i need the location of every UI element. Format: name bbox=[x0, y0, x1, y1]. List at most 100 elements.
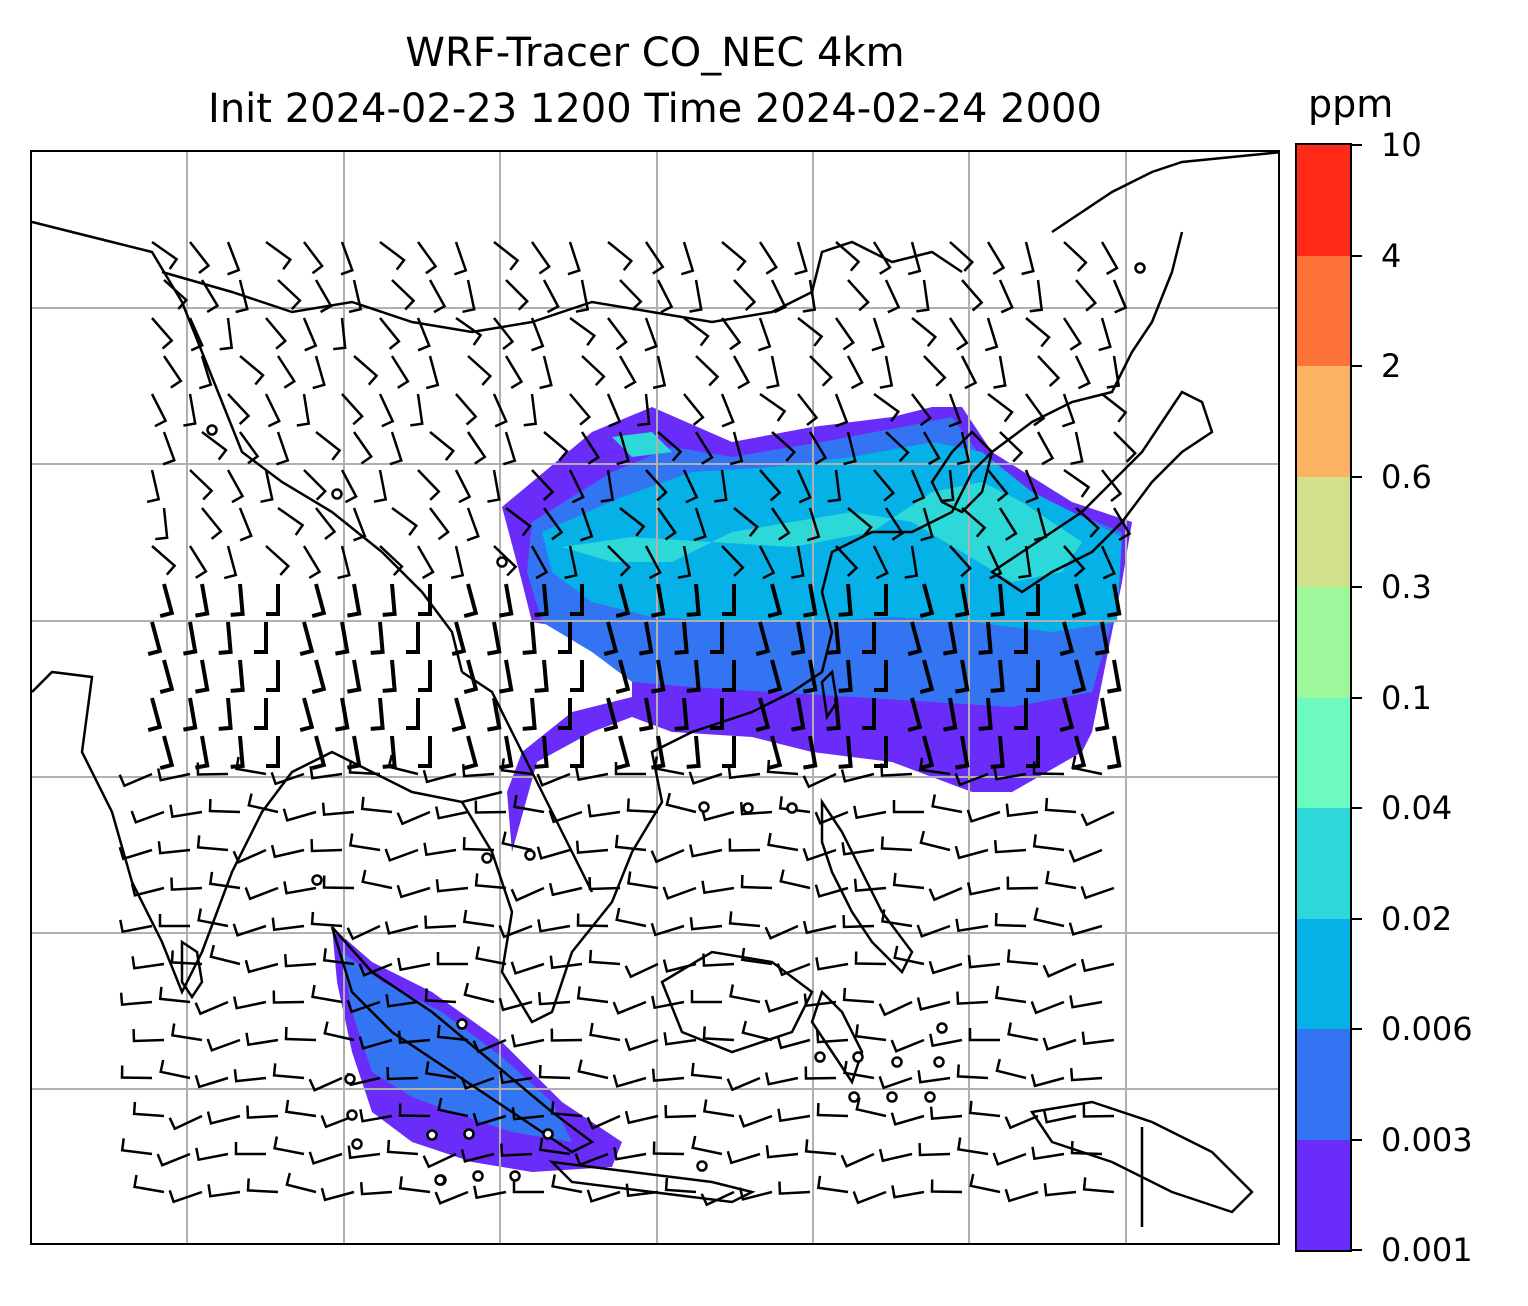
wind-barb bbox=[569, 393, 592, 426]
wind-barb bbox=[733, 507, 760, 537]
wind-barb bbox=[755, 621, 771, 657]
wind-barb bbox=[1113, 431, 1137, 463]
wind-barb bbox=[862, 622, 876, 654]
wind-barb bbox=[1080, 958, 1115, 973]
wind-barb bbox=[230, 583, 245, 617]
wind-barb bbox=[758, 545, 776, 580]
wind-barb bbox=[587, 804, 621, 818]
wind-barb bbox=[1030, 1073, 1065, 1088]
wind-barb bbox=[919, 735, 935, 771]
colorbar-segment bbox=[1297, 144, 1350, 256]
colorbar-tick bbox=[1352, 586, 1362, 588]
wind-barb bbox=[550, 1028, 583, 1042]
wind-barb bbox=[266, 736, 280, 768]
wind-barb bbox=[505, 279, 529, 311]
wind-barb bbox=[767, 832, 799, 852]
wind-barb bbox=[385, 994, 419, 1008]
wind-barb bbox=[370, 621, 385, 655]
wind-barb bbox=[358, 1036, 393, 1050]
wind-barb bbox=[492, 393, 508, 428]
wind-barb bbox=[321, 802, 355, 816]
tracer-plume-north bbox=[502, 407, 1132, 852]
colorbar-tick-label: 0.6 bbox=[1381, 457, 1432, 496]
wind-barb bbox=[803, 659, 818, 694]
wind-barb bbox=[462, 279, 476, 314]
wind-barb bbox=[843, 1060, 875, 1080]
wind-barb bbox=[499, 1070, 533, 1085]
wind-barb bbox=[576, 913, 609, 928]
wind-barb bbox=[206, 1111, 241, 1125]
wind-barb bbox=[1106, 355, 1121, 389]
wind-barb bbox=[493, 241, 520, 271]
wind-barb bbox=[183, 393, 197, 427]
colorbar-tick-label: 2 bbox=[1381, 347, 1402, 385]
wind-barb bbox=[586, 1189, 621, 1203]
wind-barb bbox=[379, 241, 406, 271]
wind-barb bbox=[418, 736, 432, 768]
wind-barb bbox=[474, 873, 507, 890]
wind-barb bbox=[387, 754, 419, 776]
calm-wind-circle bbox=[206, 424, 218, 436]
wind-barb bbox=[757, 317, 772, 352]
wind-barb bbox=[816, 1102, 849, 1118]
wind-barb bbox=[907, 621, 923, 657]
calm-wind-circle bbox=[496, 556, 508, 568]
calm-wind-circle bbox=[344, 1073, 356, 1085]
calm-wind-circle bbox=[933, 1056, 945, 1068]
wind-barb bbox=[504, 355, 524, 389]
wind-barb bbox=[244, 886, 279, 901]
wind-barb bbox=[472, 1112, 507, 1127]
wind-barb bbox=[893, 945, 925, 966]
wind-barb bbox=[1075, 279, 1098, 312]
wind-barb bbox=[437, 1097, 469, 1118]
wind-barb bbox=[794, 241, 808, 276]
wind-barb bbox=[842, 915, 875, 929]
calm-wind-circle bbox=[742, 802, 754, 814]
wind-barb bbox=[299, 697, 315, 733]
wind-barb bbox=[770, 279, 787, 314]
wind-barb bbox=[1095, 697, 1110, 732]
wind-barb bbox=[159, 659, 175, 695]
wind-barb bbox=[1081, 1031, 1115, 1046]
wind-barb bbox=[759, 392, 787, 422]
wind-barb bbox=[841, 842, 875, 856]
wind-barb bbox=[878, 1075, 913, 1090]
wind-barb bbox=[1071, 735, 1087, 771]
wind-barb bbox=[644, 317, 658, 352]
wind-barb bbox=[467, 355, 493, 386]
wind-barb bbox=[500, 758, 533, 776]
wind-barb bbox=[1101, 393, 1128, 423]
wind-barb bbox=[767, 735, 783, 771]
wind-barb bbox=[436, 952, 468, 966]
wind-barb bbox=[878, 1148, 913, 1163]
wind-barb bbox=[201, 507, 223, 540]
wind-barb bbox=[948, 317, 969, 351]
wind-barb bbox=[189, 241, 211, 274]
wind-barb bbox=[118, 772, 153, 788]
wind-barb bbox=[847, 279, 870, 312]
wind-barb bbox=[814, 884, 849, 898]
wind-barb bbox=[150, 393, 168, 428]
wind-barb bbox=[219, 317, 234, 351]
wind-barb bbox=[729, 984, 761, 1004]
colorbar-tick bbox=[1352, 807, 1362, 809]
wind-barb bbox=[835, 241, 861, 272]
wind-barb bbox=[499, 659, 514, 694]
wind-barb bbox=[511, 1107, 545, 1121]
wind-barb bbox=[955, 918, 989, 933]
wind-barb bbox=[955, 659, 970, 694]
wind-barb bbox=[1014, 698, 1028, 730]
wind-barb bbox=[396, 810, 431, 826]
wind-barb bbox=[340, 469, 358, 504]
wind-barb bbox=[542, 279, 560, 314]
coastline-new-guinea bbox=[1029, 1100, 1254, 1214]
wind-barb bbox=[429, 431, 456, 461]
map-gridlines bbox=[32, 152, 1278, 1243]
wind-barb bbox=[1059, 697, 1075, 733]
wind-barb bbox=[689, 279, 703, 313]
wind-barb bbox=[1029, 279, 1044, 313]
wind-barb bbox=[826, 621, 841, 655]
wind-barb bbox=[615, 735, 631, 771]
wind-barb bbox=[949, 545, 972, 578]
wind-barb bbox=[406, 698, 420, 730]
